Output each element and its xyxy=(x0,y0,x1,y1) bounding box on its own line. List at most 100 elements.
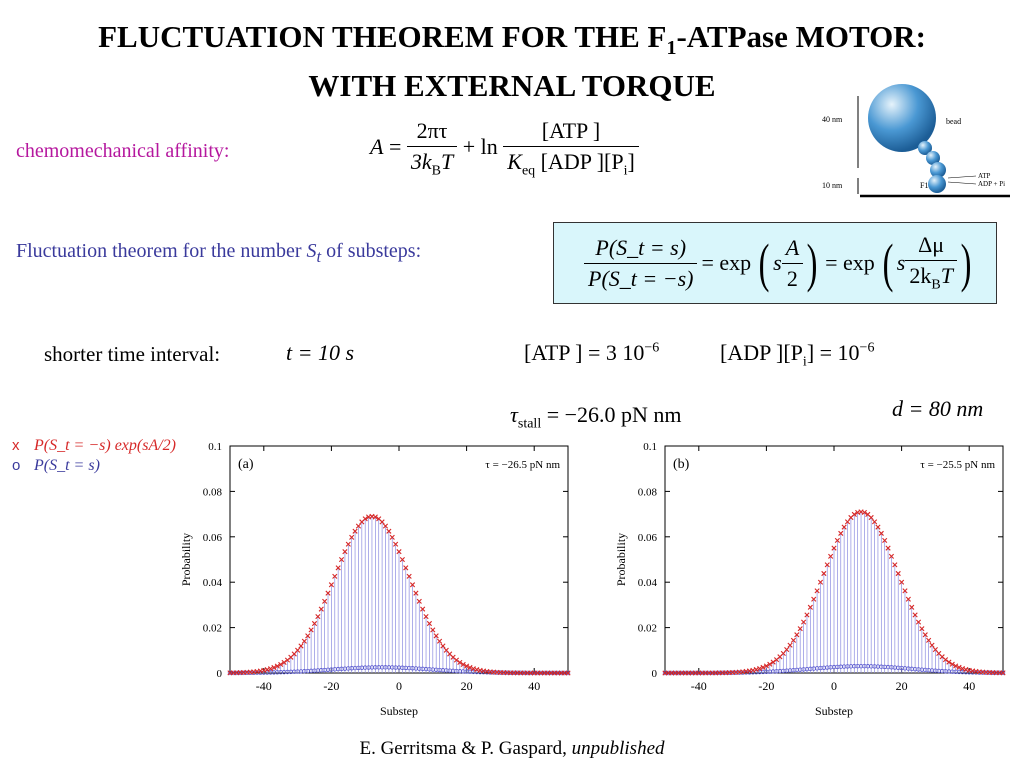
x-marker xyxy=(800,619,807,625)
x-marker xyxy=(787,642,793,648)
x-marker xyxy=(821,570,827,577)
x-marker xyxy=(915,619,922,625)
x-marker xyxy=(929,642,935,648)
x-marker xyxy=(464,663,470,669)
x-marker xyxy=(457,659,463,666)
y-tick-label: 0.1 xyxy=(208,441,222,453)
x-marker xyxy=(949,661,955,667)
x-marker xyxy=(315,613,321,620)
x-marker xyxy=(409,582,416,588)
chart-panel-a: 0 0.02 0.04 0.06 0.08 0.1 -40 -20 0 20 40 Substep Pr… xyxy=(179,441,571,718)
x-tick-label: -20 xyxy=(323,679,339,693)
x-marker xyxy=(295,647,301,653)
label-bead: bead xyxy=(946,117,961,126)
x-marker xyxy=(851,511,857,517)
label-adp: ADP + Pi xyxy=(978,180,1005,188)
x-marker xyxy=(565,670,571,676)
x-marker xyxy=(760,664,766,670)
x-marker xyxy=(271,664,277,671)
x-marker xyxy=(311,620,318,627)
x-marker xyxy=(467,664,473,671)
x-marker xyxy=(834,537,840,544)
x-marker xyxy=(301,638,307,644)
slide-title: FLUCTUATION THEOREM FOR THE F1-ATPase MO… xyxy=(0,18,1024,105)
x-marker xyxy=(878,530,884,536)
x-marker xyxy=(440,643,446,649)
x-marker xyxy=(814,588,820,594)
x-marker xyxy=(318,606,324,612)
x-marker xyxy=(379,519,385,525)
x-marker xyxy=(770,659,776,665)
x-marker xyxy=(322,598,328,604)
x-marker xyxy=(899,579,905,585)
f1-motor-icon xyxy=(928,175,946,193)
y-tick-label: 0.08 xyxy=(638,486,658,498)
x-marker xyxy=(328,582,334,588)
x-marker xyxy=(436,638,443,644)
panel-label: (a) xyxy=(238,457,254,472)
tau-annotation: τ = −25.5 pN nm xyxy=(920,459,995,471)
x-marker xyxy=(308,627,314,633)
x-marker xyxy=(892,562,898,568)
x-marker xyxy=(416,598,422,604)
adp-concentration: [ADP ][Pi] = 10−6 xyxy=(720,340,875,370)
x-marker xyxy=(267,666,274,672)
x-marker xyxy=(804,612,810,618)
x-marker xyxy=(905,596,911,602)
x-marker xyxy=(399,556,405,563)
y-tick-label: 0.02 xyxy=(638,623,657,635)
x-marker xyxy=(1000,670,1006,676)
x-marker xyxy=(393,541,399,547)
bead-icon xyxy=(868,84,936,152)
x-marker xyxy=(912,612,918,618)
x-marker xyxy=(861,509,868,516)
y-tick-label: 0.06 xyxy=(203,532,223,544)
label-atp: ATP xyxy=(978,172,991,180)
y-tick-label: 0.1 xyxy=(643,441,657,453)
o-marker xyxy=(565,670,571,676)
legend-o-entry: o P(S_t = s) xyxy=(12,457,100,474)
x-tick-label: -20 xyxy=(758,679,774,693)
o-marker xyxy=(1000,670,1006,676)
x-marker xyxy=(332,573,338,579)
x-marker xyxy=(784,646,790,653)
x-marker xyxy=(433,633,439,639)
x-marker xyxy=(875,524,881,530)
y-tick-label: 0.04 xyxy=(638,577,658,589)
x-marker xyxy=(763,663,769,669)
y-tick-label: 0.04 xyxy=(203,577,223,589)
x-tick-label: 20 xyxy=(461,679,473,693)
legend-x-entry: x P(S_t = −s) exp(sA/2) xyxy=(12,437,176,454)
x-marker xyxy=(797,626,803,632)
y-tick-label: 0.02 xyxy=(203,623,222,635)
linker-icon xyxy=(918,141,932,155)
x-marker xyxy=(338,556,345,563)
x-marker xyxy=(942,657,949,663)
x-marker xyxy=(335,565,341,571)
y-axis-label: Probability xyxy=(179,533,193,586)
x-marker xyxy=(885,545,891,551)
x-marker xyxy=(325,590,331,596)
x-marker xyxy=(355,523,362,529)
x-marker xyxy=(902,588,908,594)
legend: x P(S_t = −s) exp(sA/2) o P(S_t = s) xyxy=(12,436,176,476)
x-marker xyxy=(345,541,351,547)
x-marker xyxy=(430,627,436,633)
x-marker xyxy=(278,661,284,668)
x-marker xyxy=(423,613,429,620)
y-axis-label: Probability xyxy=(614,533,628,586)
x-marker xyxy=(305,633,311,639)
x-marker xyxy=(956,664,962,670)
bead-motor-diagram: 40 nm 10 nm bead F1 ATP ADP + Pi xyxy=(822,84,1010,198)
x-marker xyxy=(396,549,402,555)
x-marker xyxy=(841,524,847,530)
x-marker xyxy=(790,637,797,643)
x-marker xyxy=(831,545,837,551)
t-expression: t = 10 s xyxy=(286,340,355,365)
x-marker xyxy=(811,596,817,602)
title-line-1: FLUCTUATION THEOREM FOR THE F1-ATPase MO… xyxy=(98,19,926,60)
x-marker xyxy=(946,659,952,665)
y-tick-label: 0 xyxy=(652,668,658,680)
tau-stall: τstall = −26.0 pN nm xyxy=(510,402,682,432)
x-marker xyxy=(919,626,925,632)
